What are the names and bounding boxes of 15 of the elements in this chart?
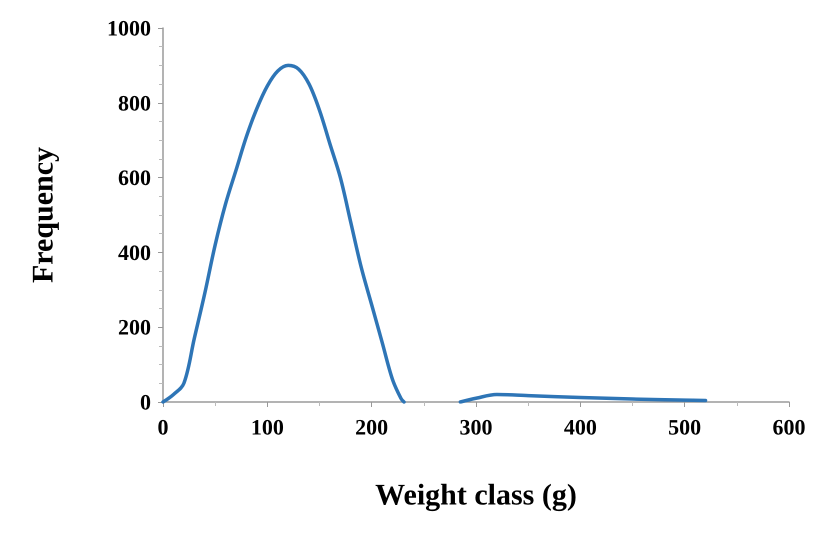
y-tick-label: 1000 <box>107 16 151 40</box>
y-tick-label: 0 <box>140 390 151 414</box>
x-tick-label: 300 <box>460 414 492 440</box>
x-axis-title: Weight class (g) <box>375 478 577 512</box>
x-tick-label: 400 <box>564 414 597 440</box>
x-tick-label: 100 <box>250 414 284 440</box>
y-axis-title: Frequency <box>26 146 60 284</box>
y-tick-label: 800 <box>118 90 151 116</box>
y-tick-label: 200 <box>118 314 151 340</box>
x-tick-label: 500 <box>668 414 702 440</box>
x-tick-label: 600 <box>772 414 806 440</box>
y-tick-label: 400 <box>118 240 151 265</box>
y-tick-label: 600 <box>118 165 151 190</box>
x-tick-label: 0 <box>158 414 168 440</box>
x-tick-label: 200 <box>355 414 388 440</box>
